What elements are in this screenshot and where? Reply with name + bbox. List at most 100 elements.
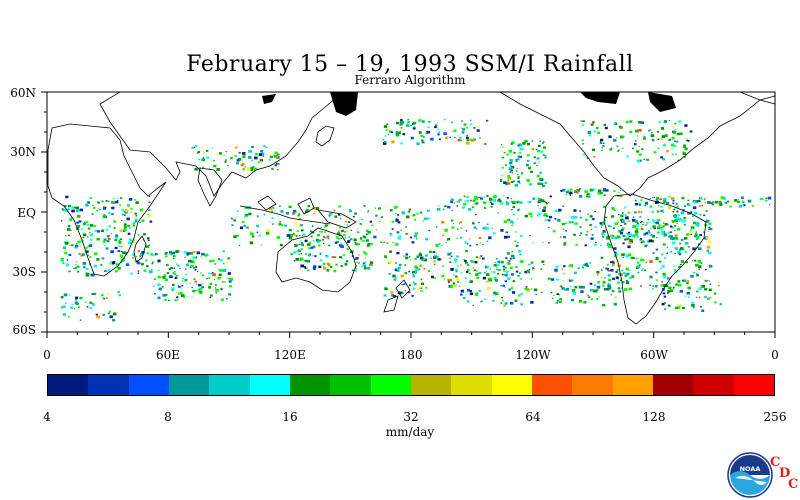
rain-cell (568, 265, 570, 267)
rain-cell (636, 235, 640, 238)
rain-cell (391, 228, 394, 230)
rain-cell (589, 215, 593, 218)
rain-cell (519, 253, 522, 256)
rain-cell (511, 291, 516, 294)
rain-cell (228, 280, 232, 283)
rain-cell (590, 123, 594, 126)
rain-cell (300, 253, 302, 255)
rain-cell (515, 200, 518, 203)
rain-cell (492, 202, 494, 204)
rain-cell (277, 153, 280, 156)
rain-cell (288, 205, 292, 209)
rain-cell (217, 258, 221, 261)
rain-cell (512, 201, 516, 204)
rain-cell (107, 293, 109, 295)
rain-cell (344, 220, 347, 223)
rain-cell (112, 312, 117, 316)
rain-cell (670, 237, 673, 240)
rain-cell (668, 120, 671, 121)
rain-cell (417, 268, 420, 271)
rain-cell (460, 272, 462, 274)
rain-cell (695, 296, 698, 299)
rain-cell (390, 291, 394, 294)
rain-cell (117, 197, 119, 199)
rain-cell (502, 284, 506, 287)
rain-cell (120, 258, 122, 260)
rain-cell (320, 226, 322, 228)
rain-cell (674, 140, 676, 142)
rain-cell (293, 250, 297, 254)
rain-cell (709, 283, 711, 285)
rain-cell (123, 223, 127, 226)
rain-cell (413, 282, 417, 286)
rain-cell (674, 234, 678, 237)
rain-cell (384, 256, 388, 259)
rain-cell (404, 290, 406, 292)
rain-cell (168, 268, 172, 270)
rain-cell (724, 202, 727, 204)
rain-cell (82, 236, 85, 239)
rain-cell (621, 269, 623, 272)
rain-cell (451, 198, 453, 200)
rain-cell (444, 205, 447, 208)
rain-cell (591, 217, 595, 221)
rain-cell (68, 270, 71, 273)
rain-cell (208, 272, 211, 275)
rain-cell (259, 158, 263, 162)
rain-cell (518, 144, 522, 147)
rain-cell (348, 236, 350, 238)
rain-cell (118, 294, 121, 297)
legend-swatch-12 (491, 375, 532, 395)
rain-cell (458, 285, 461, 287)
rain-cell (478, 271, 482, 275)
rain-cell (357, 243, 361, 246)
rain-cell (108, 200, 110, 202)
rain-cell (639, 216, 642, 218)
rain-cell (141, 219, 145, 222)
rain-cell (513, 151, 516, 154)
rain-cell (245, 227, 248, 229)
rain-cell (73, 267, 75, 270)
rain-cell (184, 256, 186, 258)
rain-cell (512, 213, 515, 216)
rain-cell (480, 255, 483, 257)
rain-cell (663, 275, 667, 279)
rain-cell (664, 302, 666, 304)
rain-cell (139, 221, 141, 224)
rain-cell (705, 210, 708, 212)
rain-cell (673, 215, 677, 218)
rain-cell (280, 210, 283, 212)
rain-cell (480, 197, 484, 200)
rain-cell (620, 135, 624, 139)
rain-cell (675, 140, 679, 143)
rain-cell (699, 213, 702, 216)
rain-cell (375, 214, 378, 217)
rain-cell (470, 119, 472, 121)
rain-cell (186, 252, 190, 255)
rain-cell (551, 297, 554, 299)
rain-cell (296, 230, 299, 232)
rain-cell (394, 212, 397, 215)
rain-cell (413, 287, 416, 290)
rain-cell (79, 245, 82, 248)
rain-cell (636, 135, 639, 137)
rain-cell (586, 231, 589, 233)
rain-cell (221, 298, 224, 301)
rain-cell (263, 145, 266, 148)
rain-cell (520, 293, 523, 295)
rain-cell (349, 209, 351, 211)
rain-cell (585, 218, 588, 221)
rain-cell (432, 251, 436, 254)
rain-cell (412, 270, 416, 274)
rain-cell (304, 267, 307, 270)
rain-cell (90, 273, 94, 277)
rain-cell (148, 195, 151, 197)
rain-cell (218, 152, 222, 155)
rain-cell (586, 193, 589, 196)
rain-cell (223, 154, 225, 157)
rain-cell (246, 167, 251, 171)
rain-cell (424, 254, 428, 257)
rain-cell (564, 289, 566, 291)
rain-cell (589, 224, 592, 226)
rain-cell (398, 131, 401, 134)
